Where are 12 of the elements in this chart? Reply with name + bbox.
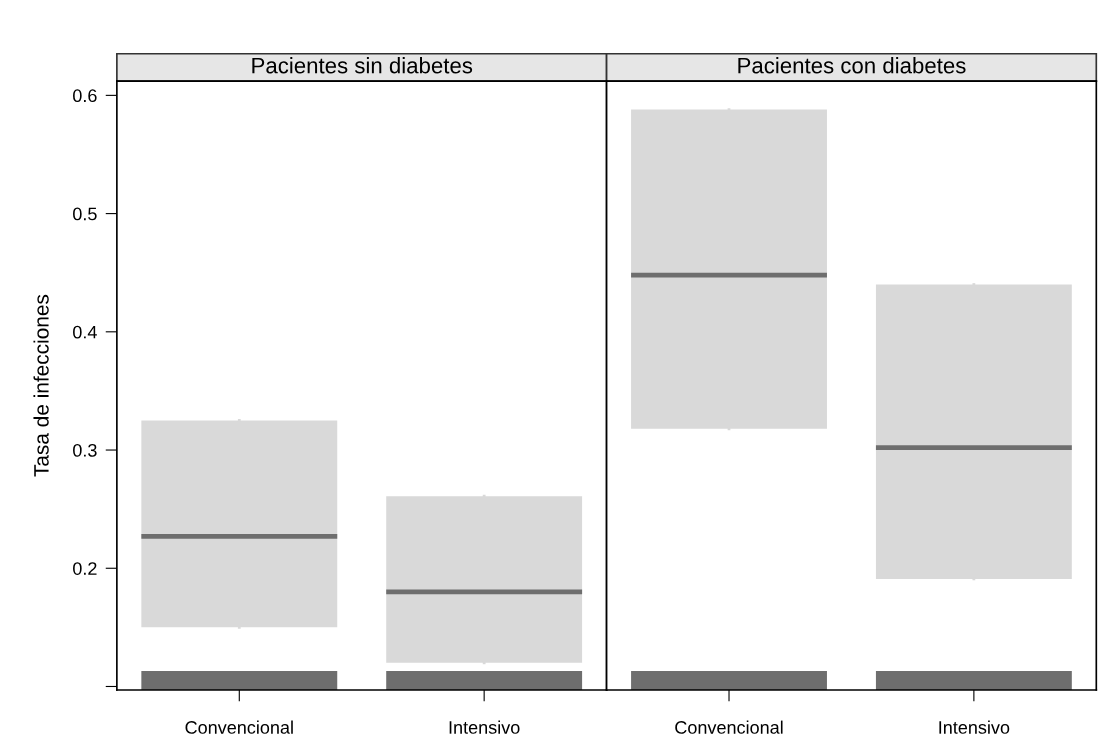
- chart-title: Pacientes sin diabetes: [252, 57, 473, 74]
- y-tick-label: 0.5: [73, 207, 97, 221]
- y-tick-label: 0.3: [73, 443, 97, 457]
- y-tick-label: 0.6: [73, 89, 97, 103]
- x-tick-label: Intensivo: [939, 720, 1010, 734]
- y-tick-label: 0.4: [73, 325, 97, 339]
- y-tick-label: 0.2: [73, 562, 97, 575]
- x-tick-label: Convencional: [185, 720, 293, 734]
- chart-title: Pacientes con diabetes: [738, 57, 966, 74]
- y-axis-title: Tasa de infecciones: [33, 294, 49, 477]
- x-tick-label: Convencional: [675, 720, 783, 734]
- x-tick-label: Intensivo: [449, 720, 520, 734]
